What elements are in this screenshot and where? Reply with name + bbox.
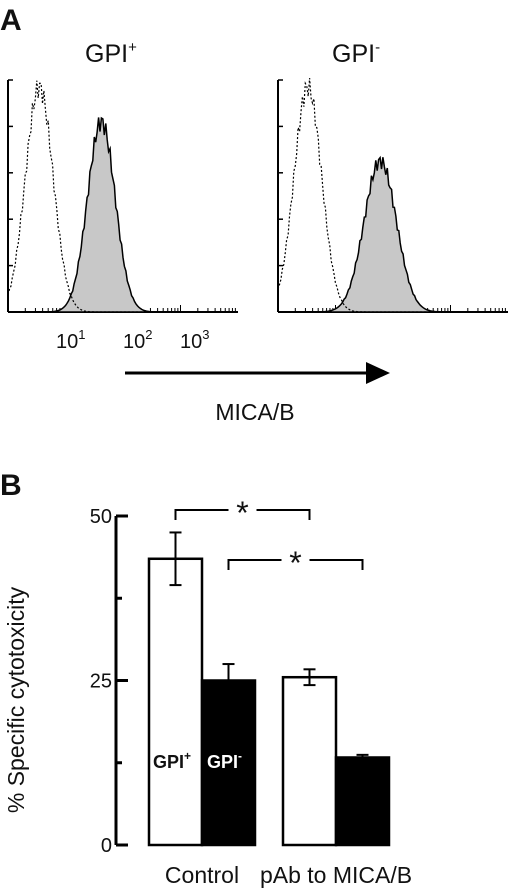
y-tick-label: 25 xyxy=(90,671,112,693)
histogram-title-gpi-minus: GPI- xyxy=(332,39,380,68)
histogram-gpi-plus xyxy=(7,79,238,313)
y-tick-label: 50 xyxy=(90,506,112,528)
x-tick-label-10-1: 101 xyxy=(56,327,85,353)
significance-bracket-right xyxy=(256,509,311,520)
panel-b-letter: B xyxy=(0,469,22,502)
bar-gpi-plus xyxy=(281,675,338,847)
significance-bracket-left xyxy=(174,509,229,520)
panel-a-letter: A xyxy=(0,4,22,37)
x-category-label: pAb to MICA/B xyxy=(260,862,412,888)
histogram-gpi-minus xyxy=(277,77,508,313)
bar-gpi-minus xyxy=(334,756,391,847)
y-axis-label: % Specific cytotoxicity xyxy=(3,586,29,813)
significance-asterisk: * xyxy=(236,495,248,531)
x-tick-label-10-3: 103 xyxy=(180,327,209,353)
significance-asterisk: * xyxy=(289,545,301,581)
bar-label-gpi-minus: GPI- xyxy=(207,749,242,772)
y-tick-label: 0 xyxy=(101,835,112,857)
significance-bracket-right xyxy=(309,559,364,570)
x-category-label: Control xyxy=(165,862,239,888)
histogram-dotted-series xyxy=(7,80,236,313)
x-axis-arrow-head xyxy=(366,362,390,384)
x-axis-label: MICA/B xyxy=(215,399,294,425)
bar-gpi-plus xyxy=(147,557,204,847)
histogram-filled-series xyxy=(8,116,236,313)
histogram-title-gpi-plus: GPI+ xyxy=(85,39,137,68)
bar-label-gpi-plus: GPI+ xyxy=(153,749,191,772)
x-tick-label-10-2: 102 xyxy=(123,327,152,353)
bar-chart: 0 25 50 % Specific cytotoxicity Control pAb t… xyxy=(3,495,412,888)
significance-bracket-left xyxy=(227,559,282,570)
histogram-filled-series xyxy=(278,155,506,313)
